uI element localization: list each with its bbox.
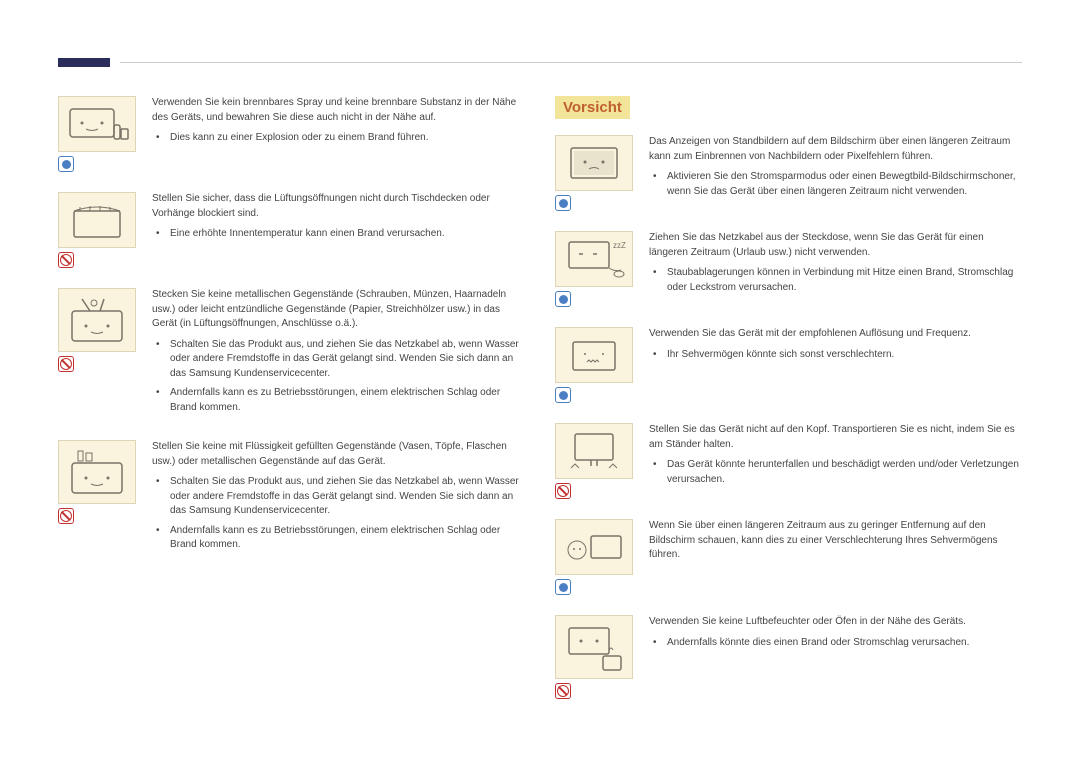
illustration-upside-icon — [555, 423, 633, 479]
warning-text: Stellen Sie sicher, dass die Lüftungsöff… — [152, 192, 525, 268]
caution-title: Vorsicht — [555, 96, 630, 119]
warning-main: Ziehen Sie das Netzkabel aus der Steckdo… — [649, 231, 1022, 260]
illustration-humidifier-icon — [555, 615, 633, 679]
warning-block: Stellen Sie das Gerät nicht auf den Kopf… — [555, 423, 1022, 499]
warning-bullet: Das Gerät könnte herunterfallen und besc… — [667, 458, 1022, 487]
icon-column — [555, 423, 633, 499]
warning-bullet: Eine erhöhte Innentemperatur kann einen … — [170, 227, 525, 242]
illustration-spray-icon — [58, 96, 136, 152]
info-badge-icon — [555, 195, 571, 211]
icon-column — [58, 440, 136, 558]
warning-main: Stellen Sie das Gerät nicht auf den Kopf… — [649, 423, 1022, 452]
icon-column — [58, 96, 136, 172]
prohibit-badge-icon — [58, 356, 74, 372]
warning-block: Stecken Sie keine metallischen Gegenstän… — [58, 288, 525, 420]
illustration-unplug-icon: zzZ — [555, 231, 633, 287]
warning-main: Stecken Sie keine metallischen Gegenstän… — [152, 288, 525, 332]
icon-column — [58, 288, 136, 420]
warning-text: Das Anzeigen von Standbildern auf dem Bi… — [649, 135, 1022, 211]
warning-text: Verwenden Sie kein brennbares Spray und … — [152, 96, 525, 172]
warning-block: Stellen Sie keine mit Flüssigkeit gefüll… — [58, 440, 525, 558]
warning-text: Wenn Sie über einen längeren Zeitraum au… — [649, 519, 1022, 595]
illustration-resolution-icon — [555, 327, 633, 383]
warning-main: Stellen Sie sicher, dass die Lüftungsöff… — [152, 192, 525, 221]
warning-bullet: Schalten Sie das Produkt aus, und ziehen… — [170, 475, 525, 519]
warning-text: Verwenden Sie keine Luftbefeuchter oder … — [649, 615, 1022, 699]
warning-bullet: Andernfalls kann es zu Betriebsstörungen… — [170, 524, 525, 553]
warning-main: Stellen Sie keine mit Flüssigkeit gefüll… — [152, 440, 525, 469]
warning-block: Das Anzeigen von Standbildern auf dem Bi… — [555, 135, 1022, 211]
warning-main: Verwenden Sie keine Luftbefeuchter oder … — [649, 615, 1022, 630]
right-column: Vorsicht Das Anzeigen von Standbildern a… — [555, 96, 1022, 719]
warning-text: Ziehen Sie das Netzkabel aus der Steckdo… — [649, 231, 1022, 307]
icon-column — [555, 519, 633, 595]
illustration-eyestrain-icon — [555, 519, 633, 575]
illustration-vent-icon — [58, 192, 136, 248]
warning-main: Verwenden Sie kein brennbares Spray und … — [152, 96, 525, 125]
prohibit-badge-icon — [555, 683, 571, 699]
warning-main: Wenn Sie über einen längeren Zeitraum au… — [649, 519, 1022, 563]
info-badge-icon — [555, 387, 571, 403]
illustration-metal-icon — [58, 288, 136, 352]
illustration-burnin-icon — [555, 135, 633, 191]
warning-bullet: Staubablagerungen können in Verbindung m… — [667, 266, 1022, 295]
header-accent-bar — [58, 58, 110, 67]
warning-block: Stellen Sie sicher, dass die Lüftungsöff… — [58, 192, 525, 268]
illustration-liquid-icon — [58, 440, 136, 504]
warning-main: Verwenden Sie das Gerät mit der empfohle… — [649, 327, 1022, 342]
warning-main: Das Anzeigen von Standbildern auf dem Bi… — [649, 135, 1022, 164]
warning-bullet: Schalten Sie das Produkt aus, und ziehen… — [170, 338, 525, 382]
content-columns: Verwenden Sie kein brennbares Spray und … — [58, 96, 1022, 719]
icon-column — [555, 615, 633, 699]
warning-text: Verwenden Sie das Gerät mit der empfohle… — [649, 327, 1022, 403]
warning-text: Stecken Sie keine metallischen Gegenstän… — [152, 288, 525, 420]
left-column: Verwenden Sie kein brennbares Spray und … — [58, 96, 525, 719]
warning-text: Stellen Sie das Gerät nicht auf den Kopf… — [649, 423, 1022, 499]
warning-block: Verwenden Sie kein brennbares Spray und … — [58, 96, 525, 172]
info-badge-icon — [555, 579, 571, 595]
warning-bullet: Andernfalls könnte dies einen Brand oder… — [667, 636, 1022, 651]
warning-block: Wenn Sie über einen längeren Zeitraum au… — [555, 519, 1022, 595]
icon-column — [555, 135, 633, 211]
warning-bullet: Dies kann zu einer Explosion oder zu ein… — [170, 131, 525, 146]
icon-column — [58, 192, 136, 268]
prohibit-badge-icon — [58, 252, 74, 268]
prohibit-badge-icon — [555, 483, 571, 499]
icon-column: zzZ — [555, 231, 633, 307]
warning-bullet: Aktivieren Sie den Stromsparmodus oder e… — [667, 170, 1022, 199]
info-badge-icon — [555, 291, 571, 307]
warning-block: Verwenden Sie keine Luftbefeuchter oder … — [555, 615, 1022, 699]
icon-column — [555, 327, 633, 403]
info-badge-icon — [58, 156, 74, 172]
warning-text: Stellen Sie keine mit Flüssigkeit gefüll… — [152, 440, 525, 558]
prohibit-badge-icon — [58, 508, 74, 524]
header-divider — [120, 62, 1022, 63]
warning-block: Verwenden Sie das Gerät mit der empfohle… — [555, 327, 1022, 403]
svg-text:zzZ: zzZ — [613, 241, 626, 250]
warning-block: zzZ Ziehen Sie das Netzkabel aus der Ste… — [555, 231, 1022, 307]
warning-bullet: Andernfalls kann es zu Betriebsstörungen… — [170, 386, 525, 415]
warning-bullet: Ihr Sehvermögen könnte sich sonst versch… — [667, 348, 1022, 363]
